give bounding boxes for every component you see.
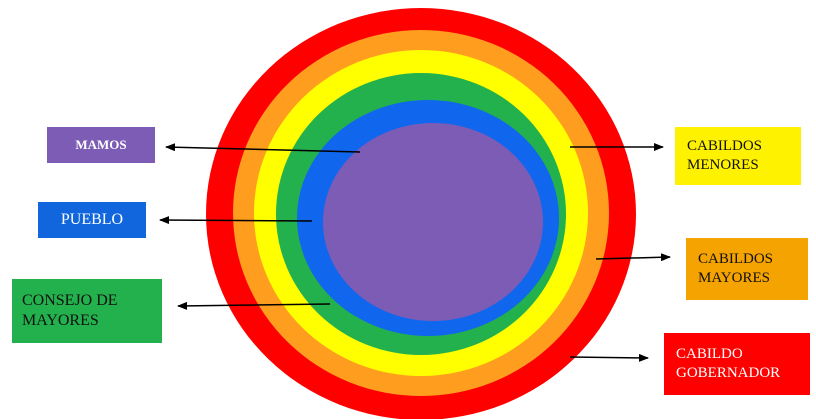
consejo-de-mayores-label: CONSEJO DE MAYORES <box>12 279 162 343</box>
arrow-cabildo-gobernador <box>569 353 649 362</box>
arrow-pueblo <box>159 216 313 225</box>
pueblo-label: PUEBLO <box>38 202 146 238</box>
arrow-cabildos-mayores <box>595 253 671 262</box>
mamos-center <box>323 123 543 321</box>
cabildos-menores-label: CABILDOS MENORES <box>675 127 801 185</box>
cabildos-mayores-label: CABILDOS MAYORES <box>686 238 808 300</box>
arrow-mamos <box>165 143 361 153</box>
cabildo-gobernador-label: CABILDO GOBERNADOR <box>664 333 810 395</box>
mamos-label: MAMOS <box>47 127 155 163</box>
arrow-consejo <box>177 301 331 310</box>
